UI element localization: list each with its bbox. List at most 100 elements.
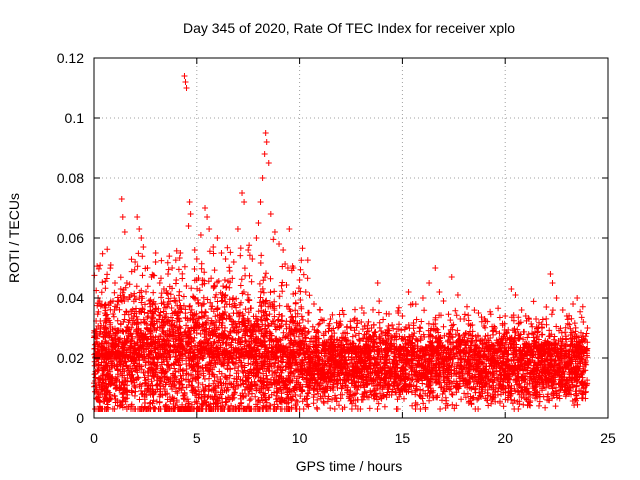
x-tick-label: 20 (497, 430, 513, 446)
data-point (518, 307, 525, 313)
data-point (218, 250, 225, 256)
data-point (186, 199, 193, 205)
data-point (123, 280, 130, 286)
y-tick-label: 0.04 (57, 290, 84, 306)
data-point (132, 259, 139, 265)
data-point (290, 265, 297, 271)
data-point (262, 130, 269, 136)
y-tick-label: 0.08 (57, 170, 84, 186)
data-point (286, 226, 293, 232)
data-point (118, 196, 125, 202)
data-point (107, 328, 114, 334)
data-point (257, 199, 264, 205)
data-point (368, 325, 375, 331)
data-point (317, 307, 324, 313)
data-point (481, 316, 488, 322)
data-point (436, 289, 443, 295)
data-point (148, 274, 155, 280)
data-point (97, 325, 104, 331)
tick-labels: 0 5 10 15 20 25 0 0.02 0.04 0.06 0.08 0.1 0.12 (57, 50, 616, 446)
data-point (310, 301, 317, 307)
data-point (239, 190, 246, 196)
data-point (454, 292, 461, 298)
data-point (280, 247, 287, 253)
data-point (182, 79, 189, 85)
data-point (296, 277, 303, 283)
data-point (177, 250, 184, 256)
data-point (210, 244, 217, 250)
data-point (181, 73, 188, 79)
data-point (563, 313, 570, 319)
data-point (226, 268, 233, 274)
data-point (508, 286, 515, 292)
data-point (267, 211, 274, 217)
y-tick-label: 0.1 (65, 110, 85, 126)
data-point (337, 322, 344, 328)
data-point (502, 313, 509, 319)
data-point (234, 226, 241, 232)
y-tick-label: 0.02 (57, 350, 84, 366)
data-point (512, 292, 519, 298)
data-point (115, 298, 122, 304)
data-point (395, 310, 402, 316)
data-point (119, 214, 126, 220)
data-point (271, 229, 278, 235)
data-point (389, 322, 396, 328)
data-point (559, 307, 566, 313)
data-point (461, 316, 468, 322)
data-point (543, 304, 550, 310)
data-point (173, 277, 180, 283)
data-point (533, 316, 540, 322)
data-point (111, 307, 118, 313)
data-point (165, 271, 172, 277)
data-point (103, 316, 110, 322)
data-point (475, 310, 482, 316)
data-point (214, 235, 221, 241)
data-point (253, 235, 260, 241)
data-point (469, 322, 476, 328)
data-point (138, 235, 145, 241)
data-point (570, 301, 577, 307)
data-point (448, 274, 455, 280)
data-point (136, 226, 143, 232)
data-point (358, 319, 365, 325)
data-point (440, 298, 447, 304)
data-point (399, 313, 406, 319)
data-point (426, 280, 433, 286)
data-point (432, 265, 439, 271)
data-point (140, 244, 147, 250)
data-point (160, 286, 167, 292)
data-point (128, 292, 135, 298)
data-point (584, 325, 591, 331)
data-point (206, 226, 213, 232)
axis-ticks (93, 57, 609, 419)
x-tick-label: 10 (292, 430, 308, 446)
chart-title: Day 345 of 2020, Rate Of TEC Index for r… (183, 20, 515, 36)
data-point (156, 280, 163, 286)
data-point (261, 151, 268, 157)
data-point (265, 160, 272, 166)
data-point (144, 265, 151, 271)
x-tick-label: 0 (90, 430, 98, 446)
y-tick-label: 0.12 (57, 50, 84, 66)
y-tick-label: 0 (76, 410, 84, 426)
data-point (202, 205, 209, 211)
data-point (191, 247, 198, 253)
data-point (169, 265, 176, 271)
data-point (491, 325, 498, 331)
data-point (549, 280, 556, 286)
data-point (374, 280, 381, 286)
data-point (99, 340, 106, 346)
data-point (185, 223, 192, 229)
x-tick-label: 25 (600, 430, 616, 446)
data-point (547, 271, 554, 277)
data-point (134, 214, 141, 220)
data-points (91, 73, 591, 412)
data-point (302, 289, 309, 295)
data-point (553, 295, 560, 301)
data-point (249, 256, 256, 262)
y-tick-label: 0.06 (57, 230, 84, 246)
data-point (193, 256, 200, 262)
data-point (348, 325, 354, 331)
data-point (241, 199, 248, 205)
